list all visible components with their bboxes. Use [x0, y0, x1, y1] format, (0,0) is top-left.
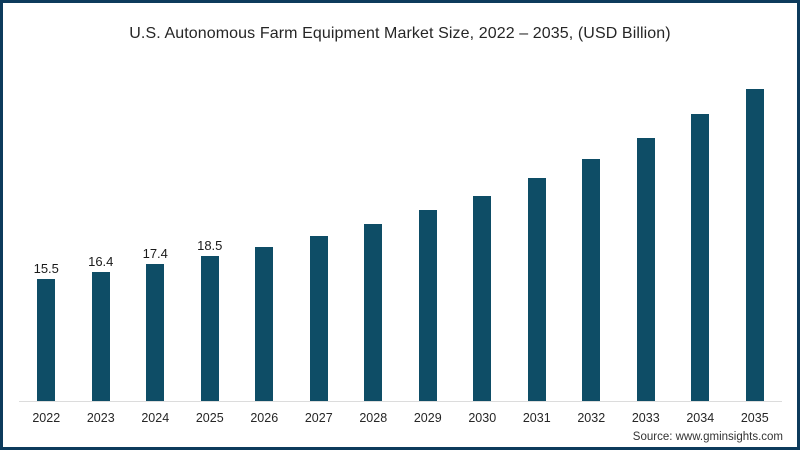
bar-column: 2028 — [346, 58, 401, 425]
x-tick-label: 2028 — [359, 411, 388, 425]
bar-2032 — [582, 159, 601, 402]
bar-column: 2035 — [728, 58, 783, 425]
x-tick-label: 2035 — [740, 411, 769, 425]
bar-column: 2027 — [292, 58, 347, 425]
chart-title: U.S. Autonomous Farm Equipment Market Si… — [129, 25, 671, 42]
bar-2023 — [91, 272, 110, 402]
bar-2027 — [309, 236, 328, 402]
x-tick-label: 2024 — [141, 411, 170, 425]
x-tick-label: 2034 — [686, 411, 715, 425]
bar-2033 — [636, 138, 655, 402]
bar-column: 2026 — [237, 58, 292, 425]
bar-value-label: 16.4 — [88, 254, 114, 269]
bar-2025 — [200, 256, 219, 402]
bar-column: 2029 — [401, 58, 456, 425]
bar-column: 15.5 2022 — [19, 58, 74, 425]
plot-area: 15.5 2022 16.4 2023 17.4 2024 18.5 2025 2026 2027… — [19, 58, 783, 425]
bar-2024 — [146, 264, 165, 402]
bar-value-label: 18.5 — [197, 238, 223, 253]
x-axis-line — [19, 401, 782, 402]
bar-series: 15.5 2022 16.4 2023 17.4 2024 18.5 2025 2026 2027… — [19, 58, 783, 425]
bar-column: 2033 — [619, 58, 674, 425]
x-tick-label: 2027 — [304, 411, 333, 425]
bar-column: 2030 — [455, 58, 510, 425]
bar-2030 — [473, 196, 492, 402]
bar-2034 — [691, 114, 710, 402]
bar-2022 — [37, 279, 56, 402]
bar-column: 2032 — [564, 58, 619, 425]
x-tick-label: 2033 — [631, 411, 660, 425]
bar-column: 2034 — [673, 58, 728, 425]
x-tick-label: 2025 — [195, 411, 224, 425]
bar-column: 16.4 2023 — [74, 58, 129, 425]
x-tick-label: 2022 — [32, 411, 61, 425]
x-tick-label: 2031 — [522, 411, 551, 425]
bar-2029 — [418, 210, 437, 402]
bar-column: 2031 — [510, 58, 565, 425]
bar-column: 18.5 2025 — [183, 58, 238, 425]
x-tick-label: 2032 — [577, 411, 606, 425]
bar-value-label: 17.4 — [142, 246, 168, 261]
bar-column: 17.4 2024 — [128, 58, 183, 425]
source-attribution: Source: www.gminsights.com — [632, 431, 783, 443]
bar-2028 — [364, 224, 383, 402]
x-tick-label: 2023 — [86, 411, 115, 425]
bar-2026 — [255, 247, 274, 402]
x-tick-label: 2026 — [250, 411, 279, 425]
x-tick-label: 2030 — [468, 411, 497, 425]
bar-2035 — [745, 89, 764, 402]
x-tick-label: 2029 — [413, 411, 442, 425]
bar-value-label: 15.5 — [33, 261, 59, 276]
bar-2031 — [527, 178, 546, 402]
